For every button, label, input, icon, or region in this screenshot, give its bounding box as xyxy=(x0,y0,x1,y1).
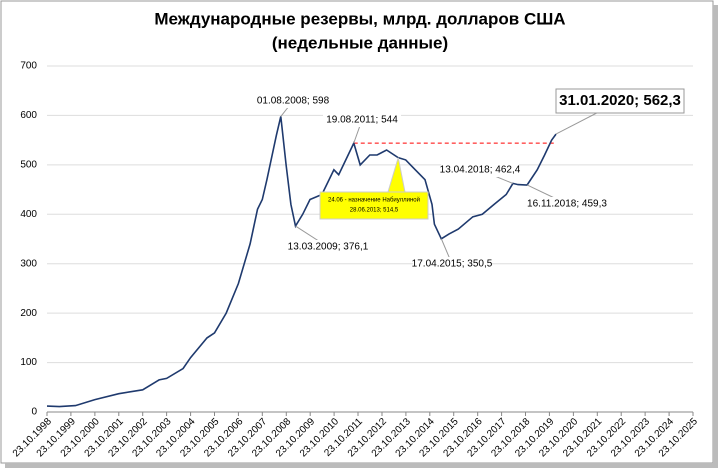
annotation: 13.03.2009; 376,1 xyxy=(288,242,369,253)
annotation: 13.04.2018; 462,4 xyxy=(440,165,521,176)
annotation: 16.11.2018; 459,3 xyxy=(527,199,607,210)
label-box xyxy=(555,88,685,114)
y-tick-label: 0 xyxy=(31,407,37,418)
annotation: 19.08.2011; 544 xyxy=(326,115,398,126)
shadow xyxy=(5,463,718,468)
y-tick-label: 100 xyxy=(20,357,37,368)
annotation: 24.06 - назначение Набиуллиной xyxy=(328,197,420,204)
y-tick-label: 300 xyxy=(20,258,37,269)
callout xyxy=(319,157,429,220)
label-box xyxy=(323,113,401,127)
y-tick-label: 400 xyxy=(20,209,37,220)
annotation: 31.01.2020; 562,3 xyxy=(559,92,681,109)
y-tick-label: 500 xyxy=(20,159,37,170)
chart-subtitle: (недельные данные) xyxy=(272,33,448,52)
shadow xyxy=(713,5,718,467)
data-line xyxy=(46,116,557,408)
y-tick-label: 200 xyxy=(20,308,37,319)
annotation: 01.08.2008; 598 xyxy=(257,96,330,107)
label-box xyxy=(413,257,491,271)
y-tick-label: 700 xyxy=(20,61,37,72)
annotation: 28.06.2013; 514,5 xyxy=(350,208,399,214)
chart-title: Международные резервы, млрд. долларов СШ… xyxy=(154,9,565,28)
label-box xyxy=(528,197,606,211)
y-tick-label: 600 xyxy=(20,110,37,121)
label-box xyxy=(289,240,367,254)
annotation: 17.04.2015; 350,5 xyxy=(412,259,493,270)
label-box xyxy=(254,94,332,108)
frame xyxy=(0,0,714,464)
label-box xyxy=(441,163,519,177)
